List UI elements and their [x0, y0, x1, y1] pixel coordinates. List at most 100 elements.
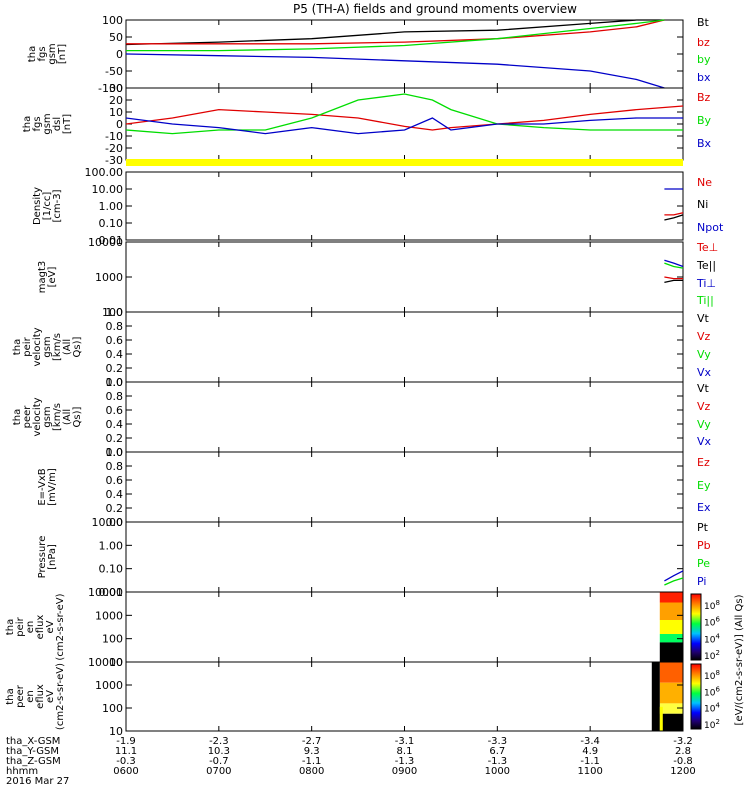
y-tick-label: 10.00 — [92, 516, 124, 529]
heatmap-band — [659, 592, 683, 603]
footer-row-label: hhmm — [6, 766, 38, 777]
y-axis-label-line: gsm — [42, 113, 53, 134]
panel-frame — [125, 87, 684, 161]
heatmap-band — [659, 602, 683, 620]
legend-entry: by — [697, 53, 711, 66]
y-axis-label: tha peir velocity gsm [km/s (All Qs)] — [12, 327, 83, 366]
colorbar — [690, 663, 702, 730]
y-tick-label: 0.6 — [106, 334, 124, 347]
y-axis-label-line: [cm-3] — [52, 189, 63, 222]
y-axis-label-line: [km/s — [52, 403, 63, 431]
y-tick-label: 1.0 — [106, 446, 124, 459]
series-line-ne — [664, 212, 684, 216]
y-axis-label-line: tha — [12, 339, 23, 355]
footer-value: -1.3 — [395, 756, 415, 767]
legend-entry: By — [697, 114, 712, 127]
y-axis-label-line: tha — [27, 46, 38, 62]
y-tick-label: 0.2 — [106, 432, 124, 445]
colorbar-caption-text: [eV/(cm2-s-sr-eV)] (All Qs) — [734, 594, 745, 725]
series-line-te⊥ — [664, 276, 683, 280]
legend-entry: Te|| — [696, 259, 716, 272]
heatmap-band — [651, 662, 660, 731]
y-tick-label: 1.00 — [99, 539, 124, 552]
heatmap-band — [659, 642, 683, 662]
y-axis-label-line: tha — [5, 688, 16, 704]
y-tick-label: 0.0 — [106, 376, 124, 389]
y-axis-label: tha peer en eflux eV (cm2-s-sr-eV) — [5, 663, 66, 730]
y-axis-label-line: (All — [62, 409, 73, 425]
footer-value: 4.9 — [582, 746, 598, 757]
y-tick-label: 10 — [109, 106, 123, 119]
y-tick-label: -100 — [98, 82, 123, 95]
legend-entry: bx — [697, 71, 711, 84]
footer-value: 11.1 — [115, 746, 137, 757]
footer-row-label: tha_Y-GSM — [6, 746, 59, 757]
y-tick-label: 10000 — [88, 236, 123, 249]
y-axis-label-line: [1/cc] — [42, 192, 53, 221]
y-axis-label: tha fgs gsm [nT] — [27, 43, 68, 64]
y-axis-label-line: fgs — [37, 46, 48, 61]
legend-entry: Pi — [697, 575, 706, 588]
y-tick-label: 100 — [102, 702, 123, 715]
y-tick-label: 0.2 — [106, 362, 124, 375]
legend-entry: Vy — [697, 418, 711, 431]
y-tick-label: 10 — [109, 656, 123, 669]
y-tick-label: 0.2 — [106, 502, 124, 515]
footer-value: -0.8 — [673, 756, 693, 767]
series-line-by — [126, 19, 665, 52]
legend-entry: Vz — [697, 330, 711, 343]
panel-tha-fgs-gsm: 100 50 0 -50 -100 tha fgs gsm [nT] Bt bz by bx — [27, 14, 711, 95]
panel-magt3: 10000 1000 100 magt3 [eV] Te⊥ Te|| Ti⊥ Ti|| — [37, 236, 718, 319]
y-tick-label: 0.8 — [106, 460, 124, 473]
y-axis-label-line: fgs — [32, 116, 43, 131]
colorbar-tick-label: 102 — [704, 718, 720, 731]
y-axis-label: tha peer velocity gsm [km/s (All Qs)] — [12, 397, 83, 436]
y-axis-label-line: [eV] — [47, 267, 58, 288]
legend-entry: Vt — [697, 312, 710, 325]
panel-frame — [125, 591, 684, 663]
panel-frame — [125, 241, 684, 313]
series-line-bx — [125, 117, 683, 135]
heatmap-band — [659, 620, 683, 634]
series-line-te|| — [664, 279, 683, 284]
y-axis-label-line: (cm2-s-sr-eV) — [55, 663, 66, 730]
y-tick-label: 0.8 — [106, 390, 124, 403]
y-axis-label-line: [nT] — [62, 114, 73, 134]
footer-value: 8.1 — [397, 746, 413, 757]
y-tick-label: 0.0 — [106, 446, 124, 459]
legend-entry: bz — [697, 36, 710, 49]
legend-entry: Ni — [697, 198, 708, 211]
series-line-bz — [125, 105, 684, 131]
y-axis-label-line: eflux — [35, 684, 46, 709]
y-tick-label: 0.0 — [106, 516, 124, 529]
heatmap-band — [659, 706, 663, 731]
y-tick-label: 0.10 — [99, 217, 124, 230]
y-tick-label: -50 — [105, 65, 123, 78]
y-tick-label: 1.0 — [106, 376, 124, 389]
y-axis-label-line: tha — [22, 116, 33, 132]
series-line-bz — [126, 19, 665, 45]
y-axis-label-line: gsm — [47, 43, 58, 64]
colorbar-tick-label: 104 — [704, 632, 720, 645]
y-tick-label: 100 — [102, 306, 123, 319]
y-tick-label: 10000 — [88, 656, 123, 669]
legend-entry: Pe — [697, 557, 710, 570]
y-axis-label-line: [nPa] — [47, 544, 58, 570]
y-tick-label: 0.6 — [106, 404, 124, 417]
y-axis-label: Density [1/cc] [cm-3] — [32, 187, 63, 225]
y-tick-label: 100.00 — [85, 166, 124, 179]
y-tick-label: 10.00 — [92, 183, 124, 196]
legend-entry: Npot — [697, 221, 724, 234]
y-axis-label-line: en — [25, 690, 36, 703]
panel-frame — [125, 661, 684, 732]
y-axis-label-line: dsl — [52, 117, 63, 131]
footer-value: -2.7 — [302, 736, 322, 747]
y-axis-label-line: peir — [15, 616, 26, 636]
y-axis-label-line: eV — [45, 620, 56, 633]
legend-entry: Vx — [697, 366, 712, 379]
series-line-ti|| — [664, 262, 684, 269]
y-tick-label: 1000 — [95, 679, 123, 692]
